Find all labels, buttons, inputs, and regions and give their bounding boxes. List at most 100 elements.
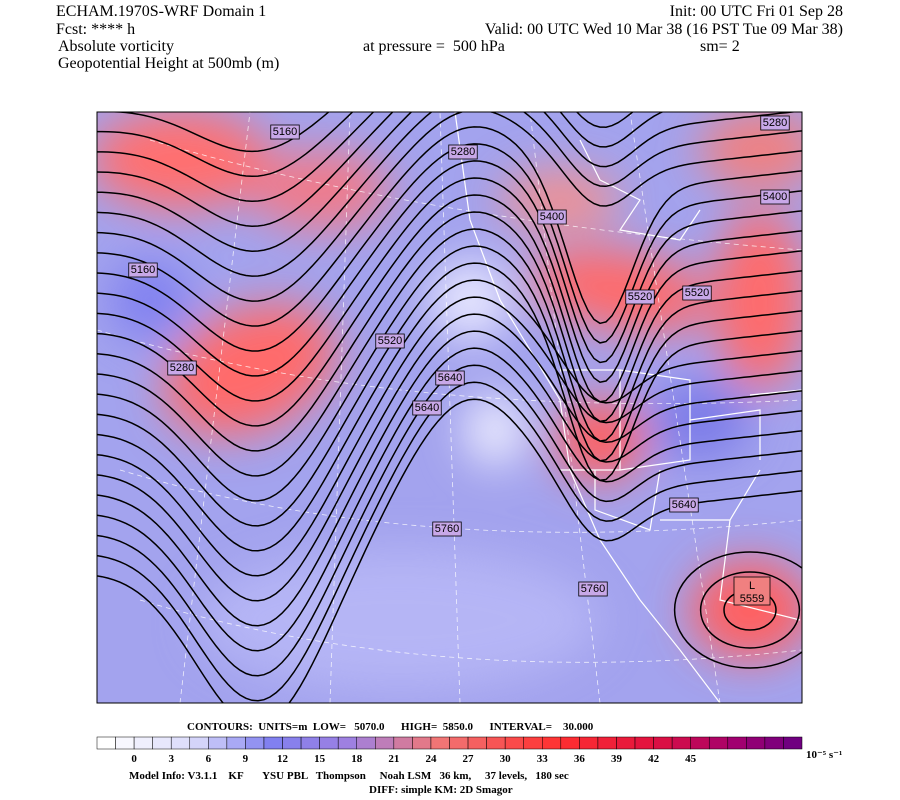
colorbar-swatch bbox=[245, 736, 265, 750]
contour-label: 5640 bbox=[438, 372, 462, 384]
colorbar-swatch bbox=[430, 736, 450, 750]
contour-label: 5760 bbox=[581, 583, 605, 595]
colorbar-tick-label: 33 bbox=[537, 753, 549, 765]
contour-label-box bbox=[432, 521, 462, 537]
colorbar-swatch bbox=[467, 736, 487, 750]
contour-label: 5520 bbox=[685, 287, 709, 299]
colorbar-swatch bbox=[708, 736, 729, 750]
contour-label: 5160 bbox=[131, 264, 155, 276]
colorbar-swatch bbox=[690, 736, 710, 750]
contour-line bbox=[97, 112, 802, 277]
colorbar-swatch bbox=[356, 736, 376, 750]
colorbar-swatch bbox=[783, 736, 803, 750]
contour-label: 5280 bbox=[763, 117, 787, 129]
longitude-lines bbox=[179, 112, 721, 703]
contour-label-box bbox=[412, 400, 442, 416]
colorbar-tick-label: 15 bbox=[314, 753, 326, 765]
vorticity-patch bbox=[430, 260, 510, 340]
contour-line bbox=[97, 126, 802, 327]
colorbar-tick-label: 18 bbox=[351, 753, 363, 765]
contour-line bbox=[673, 551, 802, 669]
contour-line bbox=[97, 112, 634, 203]
contour-line bbox=[97, 330, 802, 627]
contour-label: 5520 bbox=[378, 335, 402, 347]
title: ECHAM.1970S-WRF Domain 1 bbox=[56, 3, 266, 20]
vorticity-patch bbox=[690, 560, 802, 660]
colorbar-swatch bbox=[115, 736, 135, 750]
colorbar-swatch bbox=[523, 736, 543, 750]
colorbar-tick-label: 36 bbox=[574, 753, 586, 765]
colorbar-swatch bbox=[96, 736, 116, 750]
colorbar-swatch bbox=[634, 736, 654, 750]
map: 5160 5280 5280 5400 5400 5160 5520 5520 5520 5280… bbox=[97, 112, 802, 703]
model-info: Model Info: V3.1.1 KF YSU PBL Thompson N… bbox=[129, 770, 569, 782]
contour-line bbox=[97, 228, 802, 477]
contour-label-box bbox=[760, 115, 790, 131]
contour-label-box bbox=[760, 189, 790, 205]
colorbar-swatch bbox=[764, 736, 784, 750]
vorticity-patch bbox=[465, 395, 525, 465]
contour-line bbox=[97, 262, 802, 527]
colorbar-swatch bbox=[375, 736, 395, 750]
contour-label: 5400 bbox=[540, 211, 564, 223]
colorbar-swatch bbox=[226, 736, 246, 750]
vorticity-patch bbox=[715, 210, 802, 390]
colorbar-swatch bbox=[727, 736, 747, 750]
contour-label-box bbox=[167, 360, 197, 376]
colorbar-tick-label: 3 bbox=[168, 753, 174, 765]
contour-label: 5640 bbox=[415, 402, 439, 414]
colorbar-swatch bbox=[393, 736, 413, 750]
colorbar-tick-label: 9 bbox=[243, 753, 249, 765]
vorticity-patch bbox=[700, 112, 802, 190]
colorbar-tick-label: 6 bbox=[206, 753, 212, 765]
contour-line bbox=[97, 112, 354, 178]
contour-label: 5160 bbox=[273, 126, 297, 138]
colorbar-swatch bbox=[653, 736, 673, 750]
contour-line bbox=[97, 112, 799, 252]
vorticity-patch bbox=[97, 112, 270, 210]
contour-line bbox=[97, 112, 665, 227]
colorbar-swatch bbox=[597, 736, 617, 750]
contour-label-box bbox=[682, 285, 712, 301]
low-box bbox=[733, 576, 771, 606]
contour-line bbox=[97, 194, 802, 427]
contour-line bbox=[97, 112, 802, 302]
colorbar-swatch bbox=[152, 736, 172, 750]
contour-line bbox=[97, 279, 802, 552]
contour-label-box bbox=[625, 289, 655, 305]
colorbar: 0 3 6 9 12 15 18 21 24 27 30 33 36 39 42 45 10⁻⁵ s⁻¹ bbox=[96, 736, 842, 765]
colorbar-tick-label: 27 bbox=[463, 753, 475, 765]
vorticity-patch bbox=[250, 150, 390, 230]
colorbar-tick-label: 21 bbox=[388, 753, 399, 765]
contour-line bbox=[97, 347, 802, 652]
colorbar-swatch bbox=[542, 736, 562, 750]
colorbar-swatch bbox=[671, 736, 691, 750]
contour-label: 5400 bbox=[763, 191, 787, 203]
colorbar-swatch bbox=[616, 736, 636, 750]
colorbar-swatch bbox=[412, 736, 432, 750]
colorbar-tick-label: 45 bbox=[685, 753, 697, 765]
coastline bbox=[454, 112, 721, 703]
colorbar-tick-label: 24 bbox=[425, 753, 437, 765]
map-frame bbox=[96, 111, 803, 704]
coastline-north bbox=[579, 139, 701, 241]
contour-label-box bbox=[669, 497, 699, 513]
colorbar-swatch bbox=[486, 736, 506, 750]
contour-line bbox=[97, 296, 802, 577]
colorbar-swatch bbox=[189, 736, 209, 750]
colorbar-swatch bbox=[449, 736, 469, 750]
low-marker: L bbox=[749, 580, 755, 592]
contour-labels: 5160 5280 5280 5400 5400 5160 5520 5520 5520 5280… bbox=[128, 115, 790, 606]
colorbar-swatch bbox=[208, 736, 228, 750]
contour-line bbox=[97, 245, 802, 502]
contour-line bbox=[699, 571, 801, 649]
contour-label-box bbox=[270, 124, 300, 140]
field-name: Absolute vorticity bbox=[58, 38, 174, 55]
init-time: Init: 00 UTC Fri 01 Sep 28 bbox=[670, 3, 843, 20]
vorticity-patch bbox=[650, 380, 750, 460]
contour-label-box bbox=[375, 333, 405, 349]
colorbar-tick-label: 39 bbox=[611, 753, 623, 765]
colorbar-swatch bbox=[337, 736, 357, 750]
smoothing: sm= 2 bbox=[700, 38, 740, 55]
contour-line bbox=[97, 160, 802, 377]
